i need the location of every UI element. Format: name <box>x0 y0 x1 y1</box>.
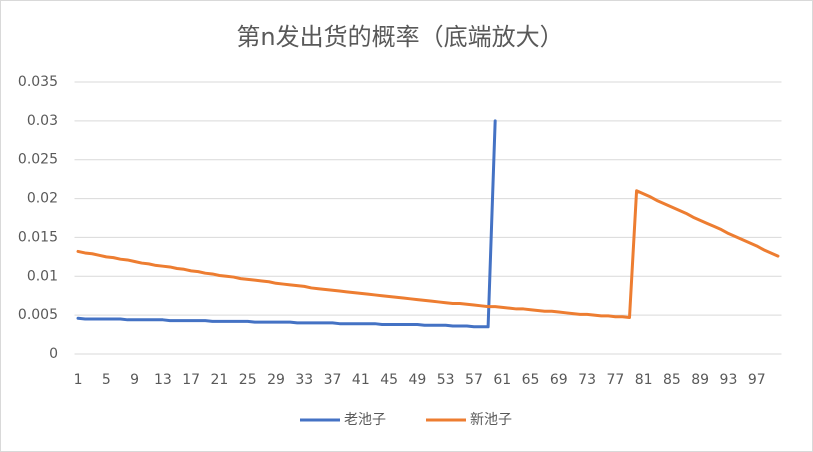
x-tick-label: 97 <box>748 372 766 388</box>
chart-title: 第n发出货的概率（底端放大） <box>236 23 563 51</box>
x-tick-label: 37 <box>324 372 342 388</box>
x-tick-label: 85 <box>663 372 681 388</box>
y-tick-label: 0.005 <box>18 307 58 323</box>
y-tick-label: 0.035 <box>18 74 58 90</box>
y-tick-label: 0.02 <box>27 191 58 207</box>
legend-label: 老池子 <box>344 412 386 428</box>
x-tick-label: 13 <box>154 372 172 388</box>
x-tick-label: 1 <box>74 372 83 388</box>
y-tick-label: 0.03 <box>27 113 58 129</box>
legend-label: 新池子 <box>470 412 512 428</box>
x-tick-label: 89 <box>691 372 709 388</box>
x-tick-label: 17 <box>182 372 200 388</box>
x-tick-label: 9 <box>130 372 139 388</box>
x-tick-label: 45 <box>380 372 398 388</box>
y-tick-label: 0 <box>49 346 58 362</box>
x-tick-label: 73 <box>578 372 596 388</box>
x-tick-label: 69 <box>550 372 568 388</box>
series-line <box>76 189 780 319</box>
y-tick-label: 0.025 <box>18 152 58 168</box>
x-tick-label: 29 <box>267 372 285 388</box>
x-tick-label: 57 <box>465 372 483 388</box>
x-tick-label: 25 <box>239 372 257 388</box>
x-tick-label: 49 <box>408 372 426 388</box>
x-tick-label: 33 <box>295 372 313 388</box>
x-tick-label: 53 <box>437 372 455 388</box>
x-tick-label: 41 <box>352 372 370 388</box>
series-line <box>76 119 497 329</box>
y-tick-label: 0.01 <box>27 268 58 284</box>
x-tick-label: 93 <box>720 372 738 388</box>
x-tick-label: 65 <box>522 372 540 388</box>
x-tick-label: 77 <box>606 372 624 388</box>
x-tick-label: 81 <box>635 372 653 388</box>
x-tick-label: 61 <box>493 372 511 388</box>
x-tick-label: 21 <box>211 372 229 388</box>
x-tick-label: 5 <box>102 372 111 388</box>
y-tick-label: 0.015 <box>18 229 58 245</box>
